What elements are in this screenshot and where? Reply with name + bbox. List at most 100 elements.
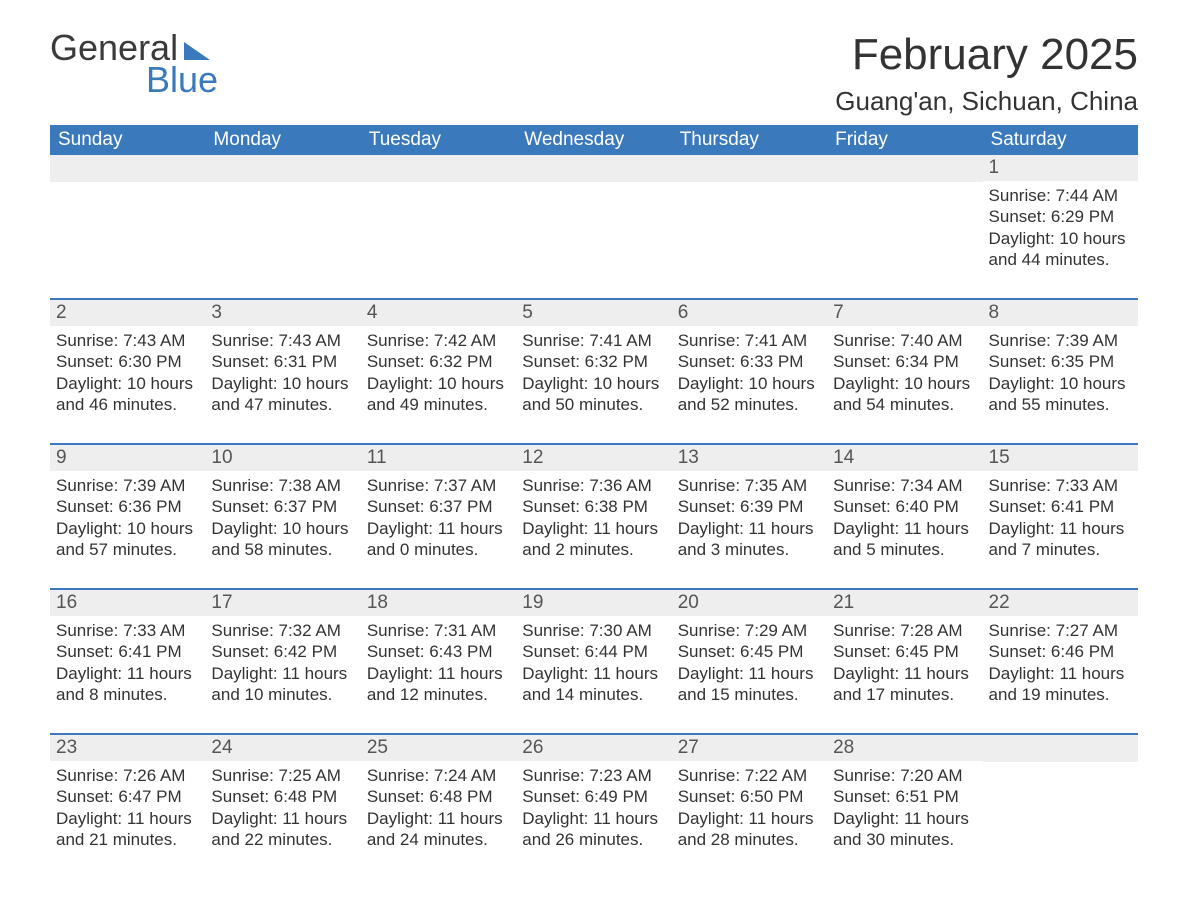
day-number: 16 (50, 590, 205, 616)
calendar-cell: 8Sunrise: 7:39 AMSunset: 6:35 PMDaylight… (983, 300, 1138, 419)
day-number: 4 (361, 300, 516, 326)
day-number: 10 (205, 445, 360, 471)
sunset-line: Sunset: 6:37 PM (367, 496, 510, 517)
day-number: 3 (205, 300, 360, 326)
sunset-line: Sunset: 6:34 PM (833, 351, 976, 372)
calendar-cell: 5Sunrise: 7:41 AMSunset: 6:32 PMDaylight… (516, 300, 671, 419)
day-number: 11 (361, 445, 516, 471)
sunset-line: Sunset: 6:38 PM (522, 496, 665, 517)
calendar-cell: 17Sunrise: 7:32 AMSunset: 6:42 PMDayligh… (205, 590, 360, 709)
title-block: February 2025 Guang'an, Sichuan, China (835, 30, 1138, 117)
daylight-line: Daylight: 11 hours and 2 minutes. (522, 518, 665, 561)
calendar-cell: 18Sunrise: 7:31 AMSunset: 6:43 PMDayligh… (361, 590, 516, 709)
calendar-cell: 28Sunrise: 7:20 AMSunset: 6:51 PMDayligh… (827, 735, 982, 854)
daylight-line: Daylight: 11 hours and 3 minutes. (678, 518, 821, 561)
day-number: 15 (983, 445, 1138, 471)
sunset-line: Sunset: 6:49 PM (522, 786, 665, 807)
calendar-cell-empty (361, 155, 516, 274)
sunset-line: Sunset: 6:32 PM (367, 351, 510, 372)
weekday-header: Thursday (672, 125, 827, 155)
daylight-line: Daylight: 11 hours and 7 minutes. (989, 518, 1132, 561)
sunrise-line: Sunrise: 7:29 AM (678, 620, 821, 641)
daylight-line: Daylight: 10 hours and 47 minutes. (211, 373, 354, 416)
sunrise-line: Sunrise: 7:30 AM (522, 620, 665, 641)
day-number: 23 (50, 735, 205, 761)
week-row: 1Sunrise: 7:44 AMSunset: 6:29 PMDaylight… (50, 155, 1138, 274)
daylight-line: Daylight: 10 hours and 55 minutes. (989, 373, 1132, 416)
sunrise-line: Sunrise: 7:36 AM (522, 475, 665, 496)
daylight-line: Daylight: 10 hours and 50 minutes. (522, 373, 665, 416)
day-number (205, 155, 360, 182)
daylight-line: Daylight: 11 hours and 8 minutes. (56, 663, 199, 706)
weekday-header: Tuesday (361, 125, 516, 155)
daylight-line: Daylight: 11 hours and 17 minutes. (833, 663, 976, 706)
calendar-cell: 16Sunrise: 7:33 AMSunset: 6:41 PMDayligh… (50, 590, 205, 709)
day-number: 2 (50, 300, 205, 326)
day-number (827, 155, 982, 182)
sunset-line: Sunset: 6:48 PM (211, 786, 354, 807)
daylight-line: Daylight: 11 hours and 30 minutes. (833, 808, 976, 851)
sunrise-line: Sunrise: 7:33 AM (989, 475, 1132, 496)
calendar-cell: 15 Sunrise: 7:33 AMSunset: 6:41 PMDayligh… (983, 445, 1138, 564)
sunrise-line: Sunrise: 7:44 AM (989, 185, 1132, 206)
sunrise-line: Sunrise: 7:40 AM (833, 330, 976, 351)
sunrise-line: Sunrise: 7:35 AM (678, 475, 821, 496)
day-number: 17 (205, 590, 360, 616)
day-number: 27 (672, 735, 827, 761)
sunrise-line: Sunrise: 7:38 AM (211, 475, 354, 496)
sunset-line: Sunset: 6:32 PM (522, 351, 665, 372)
sunrise-line: Sunrise: 7:37 AM (367, 475, 510, 496)
sunset-line: Sunset: 6:41 PM (989, 496, 1132, 517)
sunset-line: Sunset: 6:31 PM (211, 351, 354, 372)
calendar-cell: 24Sunrise: 7:25 AMSunset: 6:48 PMDayligh… (205, 735, 360, 854)
daylight-line: Daylight: 10 hours and 44 minutes. (989, 228, 1132, 271)
sunrise-line: Sunrise: 7:28 AM (833, 620, 976, 641)
daylight-line: Daylight: 10 hours and 54 minutes. (833, 373, 976, 416)
calendar-cell: 23Sunrise: 7:26 AMSunset: 6:47 PMDayligh… (50, 735, 205, 854)
daylight-line: Daylight: 11 hours and 5 minutes. (833, 518, 976, 561)
calendar-cell: 25 Sunrise: 7:24 AMSunset: 6:48 PMDayligh… (361, 735, 516, 854)
page-header: General Blue February 2025 Guang'an, Sic… (50, 30, 1138, 117)
sunrise-line: Sunrise: 7:32 AM (211, 620, 354, 641)
sunrise-line: Sunrise: 7:41 AM (678, 330, 821, 351)
daylight-line: Daylight: 11 hours and 0 minutes. (367, 518, 510, 561)
sunset-line: Sunset: 6:40 PM (833, 496, 976, 517)
sunset-line: Sunset: 6:33 PM (678, 351, 821, 372)
day-number: 18 (361, 590, 516, 616)
day-number: 6 (672, 300, 827, 326)
calendar-cell-empty (983, 735, 1138, 854)
sunset-line: Sunset: 6:41 PM (56, 641, 199, 662)
weekday-header: Friday (827, 125, 982, 155)
calendar-cell: 19Sunrise: 7:30 AMSunset: 6:44 PMDayligh… (516, 590, 671, 709)
sunset-line: Sunset: 6:29 PM (989, 206, 1132, 227)
calendar-cell: 11 Sunrise: 7:37 AMSunset: 6:37 PMDayligh… (361, 445, 516, 564)
calendar-cell-empty (516, 155, 671, 274)
sunset-line: Sunset: 6:36 PM (56, 496, 199, 517)
sunrise-line: Sunrise: 7:24 AM (367, 765, 510, 786)
sunset-line: Sunset: 6:45 PM (678, 641, 821, 662)
calendar-cell: 26Sunrise: 7:23 AMSunset: 6:49 PMDayligh… (516, 735, 671, 854)
daylight-line: Daylight: 11 hours and 24 minutes. (367, 808, 510, 851)
daylight-line: Daylight: 11 hours and 12 minutes. (367, 663, 510, 706)
calendar-cell-empty (672, 155, 827, 274)
daylight-line: Daylight: 11 hours and 10 minutes. (211, 663, 354, 706)
calendar-cell: 1Sunrise: 7:44 AMSunset: 6:29 PMDaylight… (983, 155, 1138, 274)
sunset-line: Sunset: 6:30 PM (56, 351, 199, 372)
week-row: 9Sunrise: 7:39 AMSunset: 6:36 PMDaylight… (50, 445, 1138, 564)
calendar-cell: 21Sunrise: 7:28 AMSunset: 6:45 PMDayligh… (827, 590, 982, 709)
daylight-line: Daylight: 10 hours and 49 minutes. (367, 373, 510, 416)
daylight-line: Daylight: 10 hours and 57 minutes. (56, 518, 199, 561)
day-number: 24 (205, 735, 360, 761)
week-row: 2Sunrise: 7:43 AMSunset: 6:30 PMDaylight… (50, 300, 1138, 419)
calendar-cell: 10Sunrise: 7:38 AMSunset: 6:37 PMDayligh… (205, 445, 360, 564)
day-number (50, 155, 205, 182)
sunrise-line: Sunrise: 7:25 AM (211, 765, 354, 786)
calendar-cell-empty (205, 155, 360, 274)
day-number: 8 (983, 300, 1138, 326)
sunrise-line: Sunrise: 7:27 AM (989, 620, 1132, 641)
day-number: 14 (827, 445, 982, 471)
daylight-line: Daylight: 10 hours and 52 minutes. (678, 373, 821, 416)
sunset-line: Sunset: 6:48 PM (367, 786, 510, 807)
sunset-line: Sunset: 6:50 PM (678, 786, 821, 807)
day-number: 25 (361, 735, 516, 761)
